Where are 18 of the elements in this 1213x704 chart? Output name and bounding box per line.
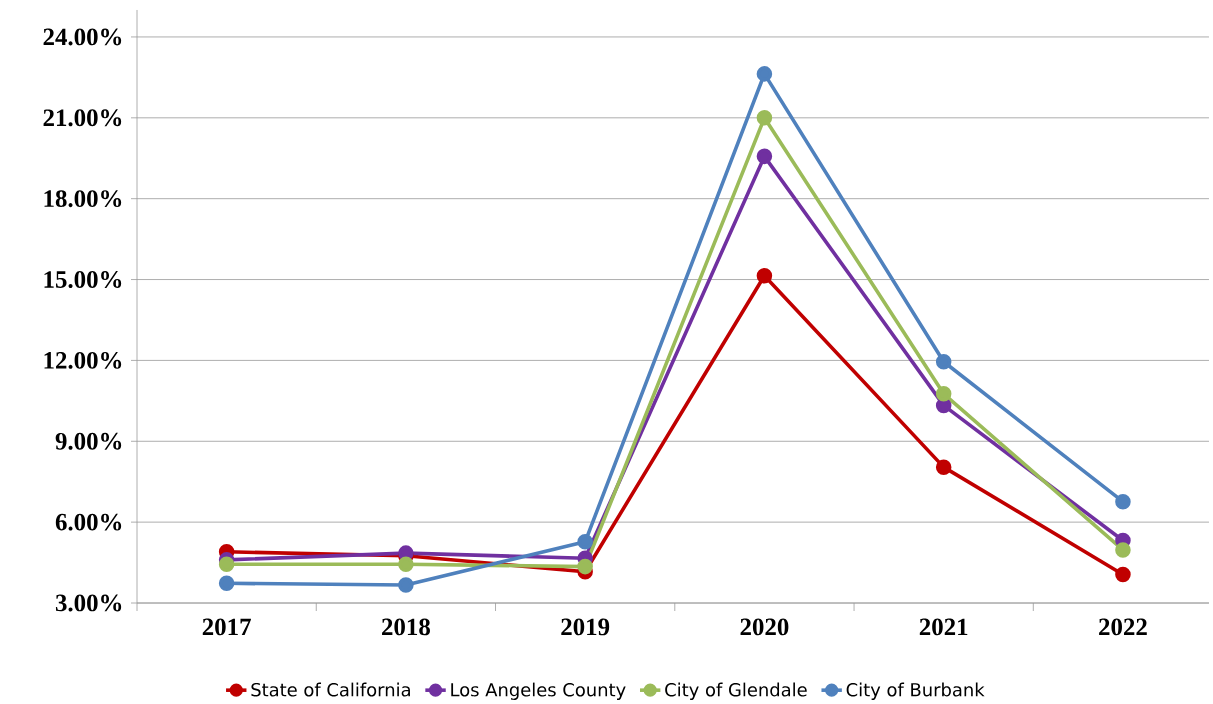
y-tick-label: 9.00% bbox=[55, 432, 122, 450]
legend-label: State of California bbox=[251, 682, 410, 697]
y-tick-label: 6.00% bbox=[55, 513, 122, 531]
y-tick-label: 12.00% bbox=[44, 351, 122, 369]
x-tick-label: 2020 bbox=[740, 618, 789, 636]
y-tick-label: 24.00% bbox=[43, 28, 122, 46]
x-tick-label: 2021 bbox=[919, 618, 968, 636]
x-tick-label: 2019 bbox=[561, 618, 610, 636]
x-tick-label: 2018 bbox=[382, 618, 430, 636]
y-tick-label: 15.00% bbox=[44, 271, 122, 289]
legend-label: City of Burbank bbox=[846, 682, 985, 700]
legend-label: Los Angeles County bbox=[451, 682, 626, 700]
y-tick-label: 21.00% bbox=[43, 109, 122, 127]
legend-label: City of Glendale bbox=[665, 682, 807, 700]
x-tick-label: 2022 bbox=[1099, 618, 1147, 636]
x-tick-label: 2017 bbox=[202, 618, 251, 636]
y-tick-label: 3.00% bbox=[55, 594, 122, 612]
y-tick-label: 18.00% bbox=[44, 190, 122, 208]
